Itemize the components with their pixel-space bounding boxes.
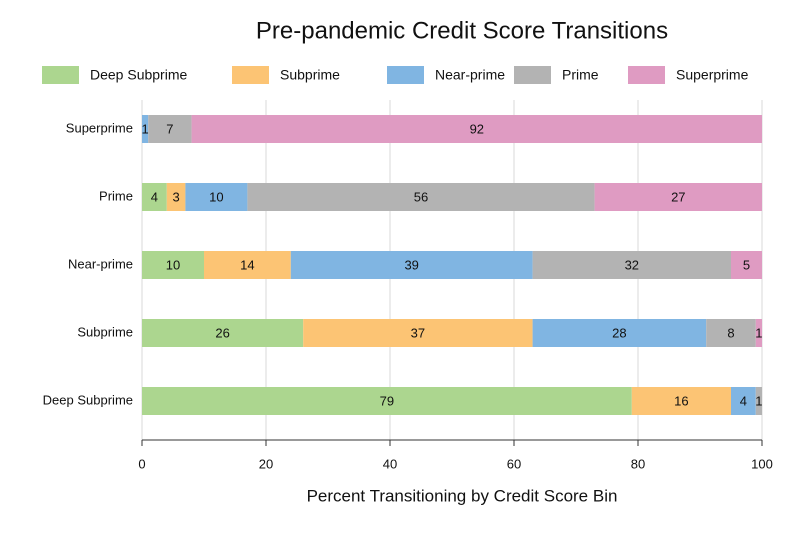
legend-swatch xyxy=(628,66,665,84)
bar-segment xyxy=(731,387,756,415)
x-tick-label: 80 xyxy=(631,456,645,471)
data-label: 14 xyxy=(240,257,254,272)
legend-text: Deep Subprime xyxy=(90,67,187,83)
data-label: 16 xyxy=(674,393,688,408)
data-label: 1 xyxy=(755,393,762,408)
x-tick-label: 100 xyxy=(751,456,773,471)
data-label: 27 xyxy=(671,189,685,204)
legend-swatch xyxy=(387,66,424,84)
data-label: 32 xyxy=(625,257,639,272)
y-tick-label: Superprime xyxy=(66,120,133,135)
data-label: 56 xyxy=(414,189,428,204)
legend-swatch xyxy=(232,66,269,84)
bar-segment xyxy=(755,319,762,347)
bar-segment xyxy=(631,387,731,415)
data-label: 10 xyxy=(209,189,223,204)
data-label: 1 xyxy=(141,121,148,136)
data-label: 10 xyxy=(166,257,180,272)
bar-segment xyxy=(191,115,763,143)
data-label: 28 xyxy=(612,325,626,340)
bar-segment xyxy=(706,319,756,347)
legend-text: Near-prime xyxy=(435,67,505,83)
bar-segment xyxy=(142,319,304,347)
legend-text: Subprime xyxy=(280,67,340,83)
data-label: 4 xyxy=(151,189,158,204)
legend-swatch xyxy=(514,66,551,84)
bar-segment xyxy=(204,251,291,279)
bar-segment xyxy=(185,183,248,211)
bar-segment xyxy=(142,115,149,143)
bar-segment xyxy=(532,319,707,347)
bar-segment xyxy=(142,183,167,211)
legend-swatch xyxy=(42,66,79,84)
x-tick-label: 40 xyxy=(383,456,397,471)
bar-segment xyxy=(532,251,731,279)
data-label: 7 xyxy=(166,121,173,136)
data-label: 92 xyxy=(470,121,484,136)
bar-segment xyxy=(166,183,186,211)
data-label: 4 xyxy=(740,393,747,408)
legend-text: Prime xyxy=(562,67,599,83)
bar-segment xyxy=(594,183,762,211)
bar-segment xyxy=(148,115,192,143)
data-label: 8 xyxy=(727,325,734,340)
chart-title: Pre-pandemic Credit Score Transitions xyxy=(256,17,668,44)
data-label: 79 xyxy=(380,393,394,408)
x-tick-label: 60 xyxy=(507,456,521,471)
y-tick-label: Subprime xyxy=(77,324,133,339)
legend-text: Superprime xyxy=(676,67,749,83)
x-tick-label: 0 xyxy=(138,456,145,471)
bar-segment xyxy=(142,251,204,279)
y-tick-label: Near-prime xyxy=(68,256,133,271)
data-label: 37 xyxy=(411,325,425,340)
bar-segment xyxy=(755,387,762,415)
bar-segment xyxy=(290,251,533,279)
bar-segment xyxy=(731,251,762,279)
y-tick-label: Prime xyxy=(99,188,133,203)
data-label: 26 xyxy=(215,325,229,340)
data-label: 3 xyxy=(172,189,179,204)
bar-segment xyxy=(303,319,533,347)
data-label: 39 xyxy=(404,257,418,272)
data-label: 5 xyxy=(743,257,750,272)
x-tick-label: 20 xyxy=(259,456,273,471)
y-tick-label: Deep Subprime xyxy=(43,392,133,407)
x-axis-title: Percent Transitioning by Credit Score Bi… xyxy=(307,486,618,505)
data-label: 1 xyxy=(755,325,762,340)
bar-segment xyxy=(142,387,632,415)
bar-segment xyxy=(247,183,595,211)
